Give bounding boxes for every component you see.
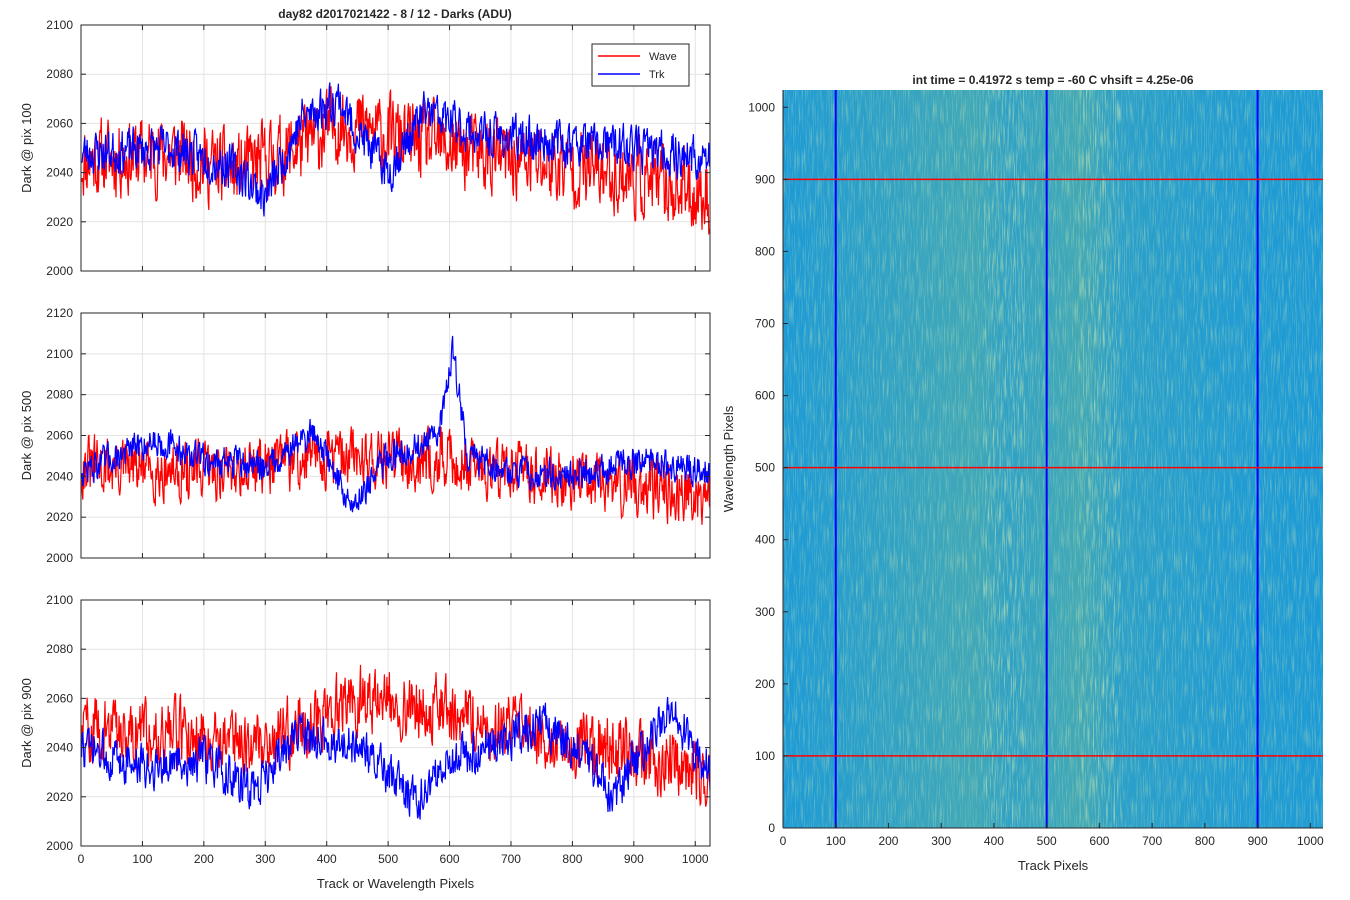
x-tick-label: 400 (984, 834, 1004, 848)
x-tick-label: 1000 (1297, 834, 1324, 848)
x-tick-label: 200 (194, 852, 214, 866)
y-tick-label: 2040 (46, 469, 73, 483)
y-tick-label: 2060 (46, 691, 73, 705)
y-tick-label: 2100 (46, 18, 73, 32)
heatmap-streaks (783, 90, 1323, 828)
y-tick-label: 2060 (46, 116, 73, 130)
y-tick-label: 200 (755, 677, 775, 691)
y-tick-label: 2100 (46, 593, 73, 607)
y-tick-label: 700 (755, 317, 775, 331)
y-tick-label: 2020 (46, 215, 73, 229)
x-tick-label: 500 (1037, 834, 1057, 848)
y-tick-label: 2080 (46, 642, 73, 656)
x-tick-label: 700 (1142, 834, 1162, 848)
series-line-trk (81, 696, 710, 820)
x-tick-label: 600 (1089, 834, 1109, 848)
y-tick-label: 1000 (748, 100, 775, 114)
y-tick-label: 2020 (46, 510, 73, 524)
y-tick-label: 2000 (46, 839, 73, 853)
legend: Wave Trk (591, 43, 690, 87)
x-tick-label: 800 (562, 852, 582, 866)
x-tick-label: 700 (501, 852, 521, 866)
y-tick-label: 2040 (46, 741, 73, 755)
legend-entry-trk: Trk (649, 69, 665, 81)
series-line-trk (81, 335, 710, 513)
legend-entry-wave: Wave (649, 51, 677, 63)
x-axis-label: Track or Wavelength Pixels (317, 876, 475, 891)
y-axis-label: Dark @ pix 100 (19, 103, 34, 193)
heatmap-title: int time = 0.41972 s temp = -60 C vhsift… (912, 73, 1193, 87)
legend-box (591, 43, 690, 87)
series-line-wave (81, 664, 710, 807)
y-tick-label: 800 (755, 244, 775, 258)
x-tick-label: 400 (317, 852, 337, 866)
y-tick-label: 2060 (46, 429, 73, 443)
y-tick-label: 2120 (46, 306, 73, 320)
y-tick-label: 900 (755, 172, 775, 186)
y-tick-label: 2100 (46, 347, 73, 361)
plot-area (81, 600, 710, 846)
y-tick-label: 2000 (46, 264, 73, 278)
y-tick-label: 400 (755, 533, 775, 547)
axes-frame (80, 24, 711, 272)
y-tick-label: 300 (755, 605, 775, 619)
x-tick-label: 200 (878, 834, 898, 848)
y-tick-label: 100 (755, 749, 775, 763)
x-tick-label: 300 (255, 852, 275, 866)
x-tick-label: 100 (826, 834, 846, 848)
y-tick-label: 2020 (46, 790, 73, 804)
dark-image-heatmap: 0 100 200 300 400 500 600 700 800 900 1000 0 100 200 3… (721, 73, 1324, 873)
x-tick-label: 100 (132, 852, 152, 866)
x-tick-label: 900 (624, 852, 644, 866)
axes-frame (80, 599, 711, 847)
x-axis-label: Track Pixels (1018, 858, 1089, 873)
line-plot-pix-100: 2000 2020 2040 2060 2080 2100 Dark @ pix 100 Wa… (19, 18, 711, 278)
y-tick-label: 2040 (46, 166, 73, 180)
x-tick-label: 500 (378, 852, 398, 866)
figure-title: day82 d2017021422 - 8 / 12 - Darks (ADU) (278, 7, 511, 21)
y-tick-label: 600 (755, 389, 775, 403)
y-tick-label: 500 (755, 461, 775, 475)
series-line-trk (81, 82, 710, 217)
y-axis-label: Dark @ pix 900 (19, 678, 34, 768)
x-tick-label: 1000 (682, 852, 709, 866)
x-tick-label: 800 (1195, 834, 1215, 848)
y-axis-label: Wavelength Pixels (721, 405, 736, 512)
y-tick-label: 2000 (46, 551, 73, 565)
x-tick-label: 600 (440, 852, 460, 866)
line-plot-pix-900: 0 100 200 300 400 500 600 700 800 900 1000 2000 2020… (19, 593, 711, 891)
y-tick-label: 2080 (46, 67, 73, 81)
x-tick-label: 300 (931, 834, 951, 848)
line-plot-pix-500: 2000 2020 2040 2060 2080 2100 2120 Dark @ pix 5… (19, 306, 711, 565)
x-tick-label: 0 (780, 834, 787, 848)
heatmap-bright-band (1078, 90, 1121, 828)
y-tick-label: 2080 (46, 388, 73, 402)
heatmap-bright-band (983, 90, 1026, 828)
y-tick-label: 0 (768, 821, 775, 835)
y-axis-label: Dark @ pix 500 (19, 391, 34, 481)
x-tick-label: 900 (1248, 834, 1268, 848)
x-tick-label: 0 (78, 852, 85, 866)
